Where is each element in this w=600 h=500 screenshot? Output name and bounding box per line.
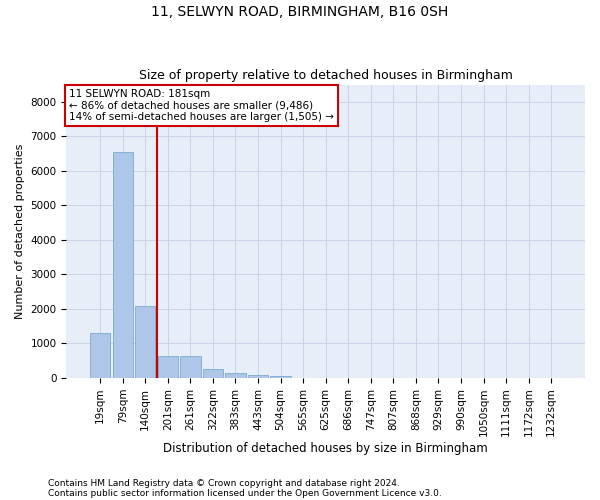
Title: Size of property relative to detached houses in Birmingham: Size of property relative to detached ho… bbox=[139, 69, 512, 82]
Text: Contains HM Land Registry data © Crown copyright and database right 2024.: Contains HM Land Registry data © Crown c… bbox=[48, 478, 400, 488]
Y-axis label: Number of detached properties: Number of detached properties bbox=[15, 144, 25, 319]
Bar bbox=[90, 333, 110, 378]
Text: 11, SELWYN ROAD, BIRMINGHAM, B16 0SH: 11, SELWYN ROAD, BIRMINGHAM, B16 0SH bbox=[151, 5, 449, 19]
Bar bbox=[271, 376, 291, 378]
Bar bbox=[226, 373, 245, 378]
Text: 11 SELWYN ROAD: 181sqm
← 86% of detached houses are smaller (9,486)
14% of semi-: 11 SELWYN ROAD: 181sqm ← 86% of detached… bbox=[69, 89, 334, 122]
Bar bbox=[180, 356, 200, 378]
Bar bbox=[248, 374, 268, 378]
Bar bbox=[203, 369, 223, 378]
Bar bbox=[158, 356, 178, 378]
X-axis label: Distribution of detached houses by size in Birmingham: Distribution of detached houses by size … bbox=[163, 442, 488, 455]
Text: Contains public sector information licensed under the Open Government Licence v3: Contains public sector information licen… bbox=[48, 488, 442, 498]
Bar bbox=[113, 152, 133, 378]
Bar bbox=[135, 306, 155, 378]
